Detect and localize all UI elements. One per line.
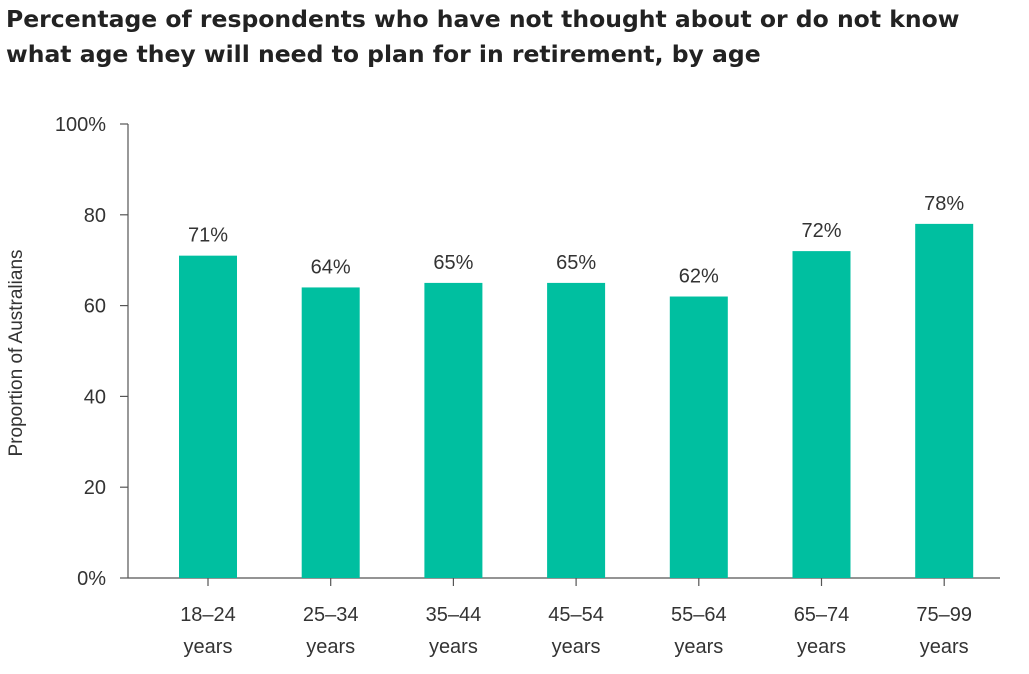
- x-tick-label-unit: years: [429, 636, 478, 658]
- y-tick-label: 60: [84, 296, 106, 318]
- chart-title-line-1: Percentage of respondents who have not t…: [6, 5, 960, 33]
- bar-35-44: [424, 282, 483, 578]
- chart-title: Percentage of respondents who have not t…: [6, 2, 1021, 72]
- x-tick-label: 25–34: [303, 604, 359, 626]
- bar-65-74: [792, 251, 851, 578]
- y-tick-label: 40: [84, 386, 106, 408]
- bar-25-34: [301, 287, 360, 578]
- data-label: 72%: [801, 220, 841, 242]
- x-tick-label: 18–24: [180, 604, 236, 626]
- x-tick-label: 75–99: [916, 604, 972, 626]
- data-label: 64%: [311, 256, 351, 278]
- bar-18-24: [179, 255, 237, 578]
- x-tick-label-unit: years: [920, 636, 969, 658]
- data-label: 62%: [679, 266, 719, 288]
- x-tick-label-unit: years: [306, 636, 355, 658]
- chart-title-line-2: what age they will need to plan for in r…: [6, 40, 761, 68]
- y-tick-label: 20: [84, 477, 106, 499]
- bar-75-99: [915, 223, 974, 578]
- data-label: 65%: [433, 252, 473, 274]
- data-label: 65%: [556, 252, 596, 274]
- y-tick-label: 100%: [55, 114, 106, 136]
- data-label: 78%: [924, 193, 964, 215]
- y-axis-label: Proportion of Australians: [6, 249, 27, 456]
- x-tick-label: 55–64: [671, 604, 727, 626]
- bar-45-54: [547, 282, 606, 578]
- x-tick-label: 65–74: [794, 604, 850, 626]
- data-label: 71%: [188, 225, 228, 247]
- x-tick-label-unit: years: [184, 636, 233, 658]
- x-tick-label-unit: years: [797, 636, 846, 658]
- bar-55-64: [669, 296, 728, 578]
- y-tick-label: 0%: [77, 568, 106, 590]
- y-tick-label: 80: [84, 205, 106, 227]
- x-tick-label: 35–44: [426, 604, 482, 626]
- x-tick-label-unit: years: [674, 636, 723, 658]
- x-tick-label-unit: years: [552, 636, 601, 658]
- x-tick-label: 45–54: [548, 604, 604, 626]
